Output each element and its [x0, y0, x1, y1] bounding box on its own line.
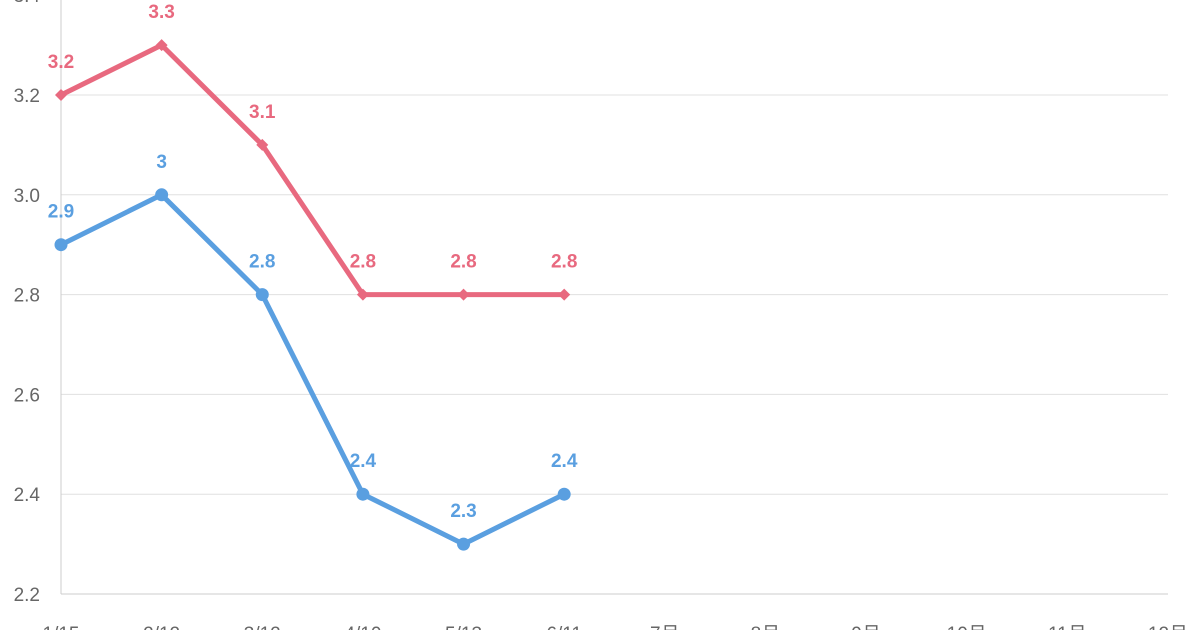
point-marker	[558, 288, 571, 301]
data-label: 2.4	[350, 451, 377, 472]
x-tick-label: 3/12	[244, 624, 281, 630]
x-tick-label: 10月	[947, 624, 987, 630]
x-tick-label: 1/15	[43, 624, 80, 630]
y-tick-label: 3.0	[14, 186, 40, 207]
x-tick-label: 4/10	[344, 624, 381, 630]
point-marker	[457, 537, 471, 551]
data-label: 2.8	[551, 252, 577, 273]
point-marker	[255, 288, 269, 302]
data-label: 2.3	[450, 501, 476, 522]
y-tick-label: 3.2	[14, 86, 40, 107]
x-tick-label: 9月	[851, 624, 881, 630]
point-marker	[457, 288, 470, 301]
point-marker	[55, 89, 67, 101]
data-label: 2.8	[350, 252, 376, 273]
x-tick-label: 11月	[1048, 624, 1087, 630]
point-marker	[155, 188, 169, 202]
data-label: 3.3	[148, 2, 174, 23]
x-tick-label: 2/12	[143, 624, 180, 630]
point-marker	[155, 39, 168, 52]
point-marker	[356, 288, 369, 301]
y-tick-label: 2.4	[14, 485, 41, 506]
point-marker	[356, 487, 370, 501]
y-tick-label: 2.8	[14, 286, 40, 307]
data-label: 3.2	[48, 52, 74, 73]
series-line	[59, 192, 566, 547]
point-marker	[256, 138, 269, 151]
point-marker	[557, 487, 571, 501]
data-label: 2.8	[249, 252, 275, 273]
data-label: 3.1	[249, 102, 276, 123]
x-tick-label: 8月	[751, 624, 781, 630]
data-label: 2.9	[48, 202, 74, 223]
x-tick-label: 7月	[650, 624, 680, 630]
data-label: 2.8	[450, 252, 476, 273]
x-tick-label: 6/11	[546, 624, 582, 630]
y-tick-label: 3.4	[14, 0, 41, 7]
y-tick-label: 2.2	[14, 585, 40, 606]
x-tick-label: 5/13	[445, 624, 482, 630]
series-line	[59, 42, 565, 298]
data-label: 2.4	[551, 451, 578, 472]
y-tick-label: 2.6	[14, 385, 40, 406]
x-tick-label: 12月	[1148, 624, 1188, 630]
point-marker	[54, 238, 68, 252]
data-label: 3	[156, 152, 167, 173]
